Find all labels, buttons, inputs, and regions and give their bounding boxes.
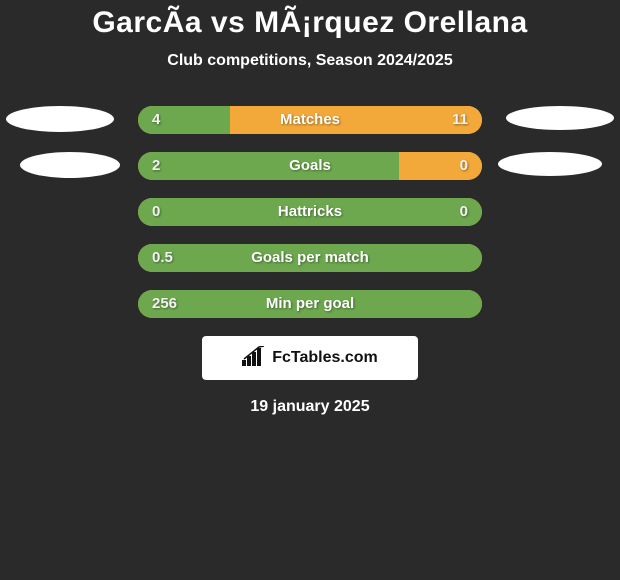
chart-area: 411Matches 20Goals 00Hattricks 0.5Goals per… <box>0 106 620 318</box>
bar-label: Matches <box>138 106 482 134</box>
decorative-ellipse-2 <box>506 106 614 130</box>
stat-bar: 256Min per goal <box>138 290 482 318</box>
page-title: GarcÃ­a vs MÃ¡rquez Orellana <box>0 6 620 40</box>
bar-label: Goals <box>138 152 482 180</box>
stat-bar: 00Hattricks <box>138 198 482 226</box>
bar-label: Hattricks <box>138 198 482 226</box>
logo-text: FcTables.com <box>272 349 378 367</box>
bar-label: Goals per match <box>138 244 482 272</box>
stat-bar: 0.5Goals per match <box>138 244 482 272</box>
comparison-widget: GarcÃ­a vs MÃ¡rquez Orellana Club compet… <box>0 0 620 416</box>
barchart-icon <box>242 346 266 371</box>
subtitle: Club competitions, Season 2024/2025 <box>0 52 620 70</box>
logo-box: FcTables.com <box>202 336 418 380</box>
decorative-ellipse-3 <box>498 152 602 176</box>
date-label: 19 january 2025 <box>0 398 620 416</box>
stat-bar: 411Matches <box>138 106 482 134</box>
bar-label: Min per goal <box>138 290 482 318</box>
decorative-ellipse-0 <box>6 106 114 132</box>
stat-bar: 20Goals <box>138 152 482 180</box>
decorative-ellipse-1 <box>20 152 120 178</box>
